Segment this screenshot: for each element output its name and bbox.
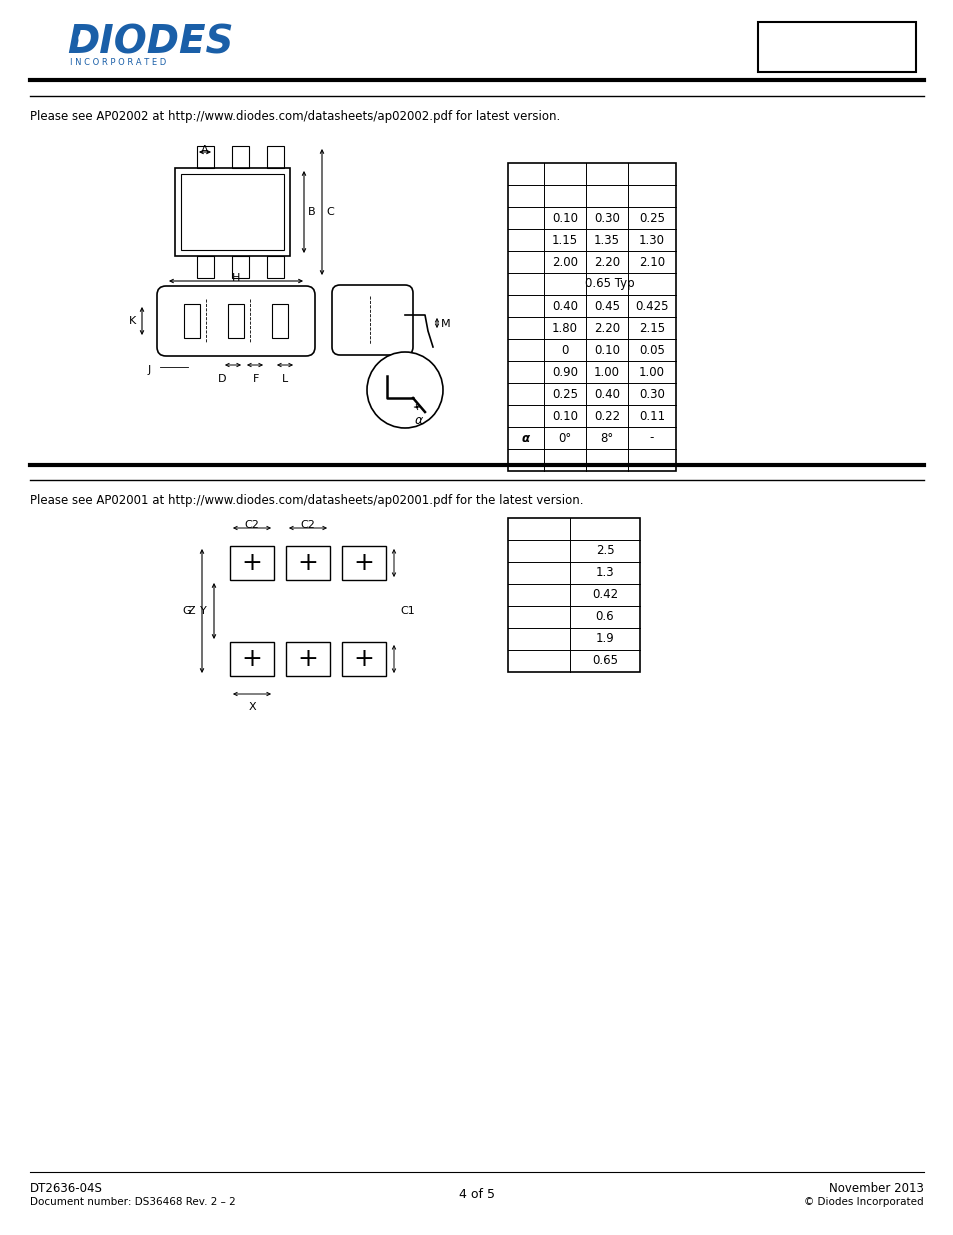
Text: C: C — [326, 207, 334, 217]
Text: J: J — [148, 366, 152, 375]
Text: -: - — [649, 431, 654, 445]
Text: 0.25: 0.25 — [639, 211, 664, 225]
Text: Document number: DS36468 Rev. 2 – 2: Document number: DS36468 Rev. 2 – 2 — [30, 1197, 235, 1207]
Text: 0.30: 0.30 — [639, 388, 664, 400]
Text: +: + — [297, 647, 318, 671]
Bar — [341, 642, 386, 676]
Circle shape — [367, 352, 442, 429]
Text: α: α — [521, 431, 530, 445]
Bar — [272, 304, 288, 338]
Text: H: H — [232, 273, 240, 283]
Text: 0.65 Typ: 0.65 Typ — [584, 278, 634, 290]
Text: 1.00: 1.00 — [594, 366, 619, 378]
Bar — [267, 256, 284, 278]
Text: 0.40: 0.40 — [552, 300, 578, 312]
Bar — [184, 304, 200, 338]
Bar — [267, 146, 284, 168]
Text: 1.00: 1.00 — [639, 366, 664, 378]
Text: 2.5: 2.5 — [595, 545, 614, 557]
Text: DIODES: DIODES — [67, 23, 233, 61]
Circle shape — [79, 33, 89, 43]
Bar — [196, 256, 213, 278]
FancyBboxPatch shape — [332, 285, 413, 354]
Text: 4 of 5: 4 of 5 — [458, 1188, 495, 1200]
Text: 2.00: 2.00 — [552, 256, 578, 268]
Text: 0: 0 — [560, 343, 568, 357]
Text: I N C O R P O R A T E D: I N C O R P O R A T E D — [70, 58, 166, 67]
Text: 1.15: 1.15 — [552, 233, 578, 247]
Text: 0.45: 0.45 — [594, 300, 619, 312]
Text: 1.30: 1.30 — [639, 233, 664, 247]
Text: A: A — [201, 144, 209, 156]
Text: L: L — [281, 374, 288, 384]
Text: 0.425: 0.425 — [635, 300, 668, 312]
Text: 0.05: 0.05 — [639, 343, 664, 357]
Bar — [230, 642, 274, 676]
Text: 8°: 8° — [599, 431, 613, 445]
Bar — [232, 146, 249, 168]
Text: 0.6: 0.6 — [595, 610, 614, 624]
Text: 0.42: 0.42 — [591, 589, 618, 601]
Text: Please see AP02001 at http://www.diodes.com/datasheets/ap02001.pdf for the lates: Please see AP02001 at http://www.diodes.… — [30, 494, 583, 508]
Text: 0.10: 0.10 — [594, 343, 619, 357]
Bar — [174, 168, 290, 256]
Text: 0.10: 0.10 — [552, 410, 578, 422]
Text: 0.30: 0.30 — [594, 211, 619, 225]
Bar — [286, 546, 330, 580]
Text: X: X — [248, 701, 255, 713]
Text: B: B — [308, 207, 315, 217]
Bar — [758, 22, 915, 72]
Text: +: + — [241, 647, 262, 671]
Text: 0.40: 0.40 — [594, 388, 619, 400]
Text: DT2636-04S: DT2636-04S — [30, 1182, 103, 1195]
Text: 0.10: 0.10 — [552, 211, 578, 225]
Text: 2.15: 2.15 — [639, 321, 664, 335]
Text: +: + — [354, 647, 374, 671]
Bar — [230, 546, 274, 580]
FancyBboxPatch shape — [157, 287, 314, 356]
Text: 0.65: 0.65 — [592, 655, 618, 667]
Text: 0.90: 0.90 — [552, 366, 578, 378]
Text: +: + — [297, 551, 318, 576]
Text: +: + — [241, 551, 262, 576]
Bar — [507, 517, 639, 672]
Text: 0°: 0° — [558, 431, 571, 445]
Text: 2.10: 2.10 — [639, 256, 664, 268]
Text: Please see AP02002 at http://www.diodes.com/datasheets/ap02002.pdf for latest ve: Please see AP02002 at http://www.diodes.… — [30, 110, 559, 124]
Text: C2: C2 — [300, 520, 315, 530]
Text: 2.20: 2.20 — [594, 321, 619, 335]
Text: 1.9: 1.9 — [595, 632, 614, 646]
Text: 0.11: 0.11 — [639, 410, 664, 422]
Text: Z: Z — [188, 606, 195, 616]
Text: α: α — [415, 414, 423, 427]
Text: 1.80: 1.80 — [552, 321, 578, 335]
Text: 0.22: 0.22 — [594, 410, 619, 422]
Text: K: K — [129, 316, 136, 326]
Bar — [232, 256, 249, 278]
Bar — [286, 642, 330, 676]
Text: F: F — [253, 374, 259, 384]
Bar — [228, 304, 244, 338]
Bar — [341, 546, 386, 580]
Text: Y: Y — [200, 606, 207, 616]
Text: 0.25: 0.25 — [552, 388, 578, 400]
Text: G: G — [182, 606, 191, 616]
Text: 2.20: 2.20 — [594, 256, 619, 268]
Text: D: D — [217, 374, 226, 384]
Text: C2: C2 — [244, 520, 259, 530]
Text: C1: C1 — [399, 606, 415, 616]
Text: 1.3: 1.3 — [595, 567, 614, 579]
Bar — [507, 163, 676, 471]
Text: November 2013: November 2013 — [828, 1182, 923, 1195]
Text: +: + — [354, 551, 374, 576]
Text: © Diodes Incorporated: © Diodes Incorporated — [803, 1197, 923, 1207]
Bar — [196, 146, 213, 168]
Bar — [181, 174, 284, 249]
Text: M: M — [440, 319, 450, 329]
Text: 1.35: 1.35 — [594, 233, 619, 247]
